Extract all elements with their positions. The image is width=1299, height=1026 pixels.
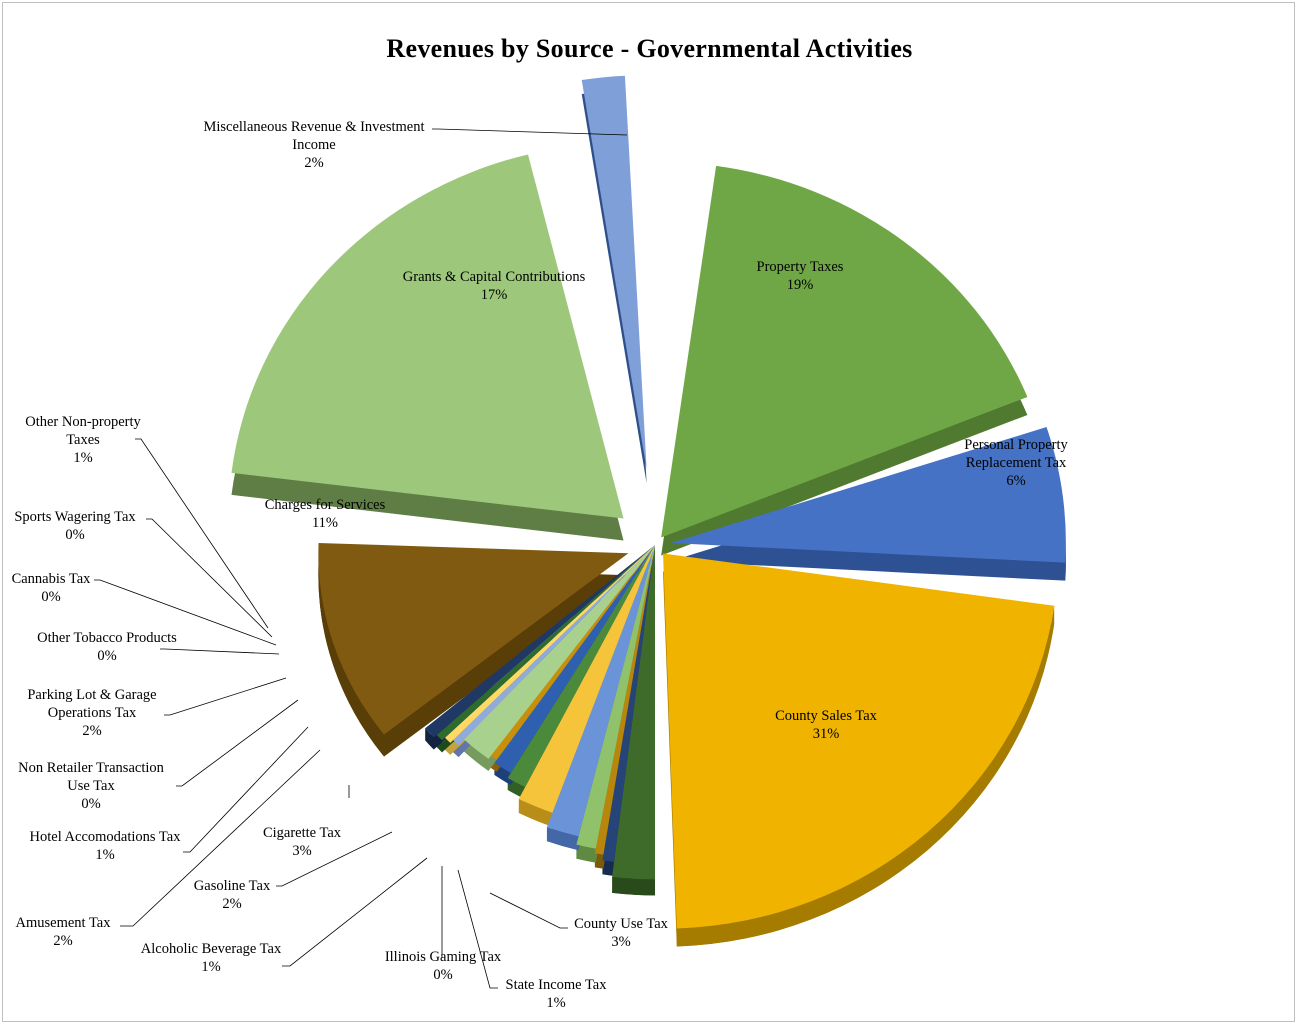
slice-non-retailer-transaction-use-tax	[490, 545, 655, 760]
pct-personal-property-replacement-tax: 6%	[1006, 473, 1025, 489]
leader-gasoline-tax	[276, 831, 393, 887]
chart-title: Revenues by Source - Governmental Activi…	[386, 34, 913, 63]
pct-cigarette-tax: 3%	[292, 843, 311, 859]
slice-illinois-gaming-tax	[594, 545, 655, 855]
slice-rim-county-use-tax	[612, 876, 655, 896]
pct-sports-wagering-tax: 0%	[65, 527, 84, 543]
slice-amusement-tax	[507, 545, 655, 788]
pct-other-tobacco-products: 0%	[97, 648, 116, 664]
pct-hotel-accomodations-tax: 1%	[95, 847, 114, 863]
slice-other-non-property-taxes	[425, 545, 655, 738]
pct-other-non-property-taxes: 1%	[73, 450, 92, 466]
pct-grants-capital-contributions: 17%	[481, 287, 508, 303]
label-gasoline-tax: Gasoline Tax 2%	[194, 878, 271, 912]
pct-parking-lot-garage-operations-tax: 2%	[82, 723, 101, 739]
slice-state-income-tax	[602, 545, 655, 862]
leader-state-income-tax	[457, 869, 498, 989]
slice-rim-state-income-tax	[602, 860, 615, 876]
label-cannabis-tax: Cannabis Tax 0%	[12, 571, 92, 605]
leader-lines	[94, 128, 628, 989]
pct-non-retailer-transaction-use-tax: 0%	[81, 796, 100, 812]
leader-other-tobacco-products	[160, 648, 280, 655]
pct-alcoholic-beverage-tax: 1%	[201, 959, 220, 975]
label-non-retailer-transaction-use-tax: Non Retailer Transaction Use Tax 0%	[18, 760, 165, 812]
pie-slices-layer	[231, 75, 1066, 929]
pct-gasoline-tax: 2%	[222, 896, 241, 912]
label-amusement-tax: Amusement Tax 2%	[16, 915, 112, 949]
label-cigarette-tax: Cigarette Tax 3%	[263, 825, 342, 859]
leader-miscellaneous-revenue-investment-income	[432, 128, 628, 136]
slice-rim-personal-property-replacement-tax	[1065, 543, 1066, 581]
slice-rim-illinois-gaming-tax	[594, 853, 604, 869]
label-miscellaneous-revenue-investment-income: Miscellaneous Revenue & Investment Income…	[203, 119, 424, 171]
label-charges-for-services: Charges for Services 11%	[265, 497, 386, 531]
slice-cannabis-tax	[444, 545, 655, 743]
leader-sports-wagering-tax	[146, 518, 273, 638]
slice-rim-county-sales-tax	[676, 605, 1055, 947]
slice-rim-charges-for-services	[318, 553, 385, 757]
leader-alcoholic-beverage-tax	[282, 857, 428, 967]
slice-rim-parking-lot-garage-operations-tax	[464, 739, 489, 771]
slice-depth-miscellaneous-revenue-investment-income	[581, 89, 647, 484]
pct-illinois-gaming-tax: 0%	[433, 967, 452, 983]
pct-cannabis-tax: 0%	[41, 589, 60, 605]
slice-grants-capital-contributions	[231, 154, 624, 519]
pct-miscellaneous-revenue-investment-income: 2%	[304, 155, 323, 171]
pct-property-taxes: 19%	[787, 277, 814, 293]
leader-non-retailer-transaction-use-tax	[176, 699, 299, 787]
slice-county-sales-tax	[663, 553, 1055, 929]
slice-sports-wagering-tax	[436, 545, 655, 741]
label-county-use-tax: County Use Tax 3%	[574, 916, 669, 950]
pct-county-use-tax: 3%	[611, 934, 630, 950]
leader-amusement-tax	[120, 749, 321, 927]
label-county-sales-tax: County Sales Tax 31%	[775, 708, 878, 742]
slice-rim-amusement-tax	[507, 777, 526, 800]
pct-state-income-tax: 1%	[546, 995, 565, 1011]
label-grants-capital-contributions: Grants & Capital Contributions 17%	[403, 269, 586, 303]
slice-cigarette-tax	[518, 545, 655, 813]
pct-county-sales-tax: 31%	[813, 726, 840, 742]
slice-rim-cigarette-tax	[518, 798, 553, 827]
leader-other-non-property-taxes	[135, 438, 269, 629]
label-illinois-gaming-tax: Illinois Gaming Tax 0%	[385, 949, 502, 983]
leader-county-use-tax	[489, 892, 568, 929]
label-personal-property-replacement-tax: Personal Property Replacement Tax 6%	[964, 437, 1068, 489]
slice-parking-lot-garage-operations-tax	[464, 545, 655, 759]
pct-charges-for-services: 11%	[312, 515, 338, 531]
pct-amusement-tax: 2%	[53, 933, 72, 949]
label-state-income-tax: State Income Tax 1%	[506, 977, 608, 1011]
label-other-non-property-taxes: Other Non-property Taxes 1%	[25, 414, 141, 466]
slice-gasoline-tax	[546, 545, 655, 837]
slice-property-taxes	[661, 165, 1028, 538]
slice-rim-alcoholic-beverage-tax	[576, 844, 596, 863]
label-alcoholic-beverage-tax: Alcoholic Beverage Tax 1%	[141, 941, 282, 975]
label-parking-lot-garage-operations-tax: Parking Lot & Garage Operations Tax 2%	[27, 687, 156, 739]
slice-miscellaneous-revenue-investment-income	[581, 75, 647, 470]
slice-alcoholic-beverage-tax	[576, 545, 655, 849]
label-hotel-accomodations-tax: Hotel Accomodations Tax 1%	[30, 829, 182, 863]
label-property-taxes: Property Taxes 19%	[757, 259, 844, 293]
label-other-tobacco-products: Other Tobacco Products 0%	[37, 630, 177, 664]
slice-hotel-accomodations-tax	[494, 545, 655, 774]
slice-rim-gasoline-tax	[546, 827, 579, 851]
leader-hotel-accomodations-tax	[183, 726, 309, 853]
leader-cannabis-tax	[94, 579, 277, 646]
slice-other-tobacco-products	[453, 545, 655, 746]
slice-rim-other-non-property-taxes	[425, 728, 434, 750]
data-labels: Property Taxes 19% Personal Property Replac…	[12, 119, 1069, 1011]
label-sports-wagering-tax: Sports Wagering Tax 0%	[14, 509, 136, 543]
slice-charges-for-services	[318, 542, 629, 735]
slice-personal-property-replacement-tax	[670, 427, 1066, 563]
leader-parking-lot-garage-operations-tax	[164, 677, 287, 716]
slice-county-use-tax	[612, 545, 655, 880]
